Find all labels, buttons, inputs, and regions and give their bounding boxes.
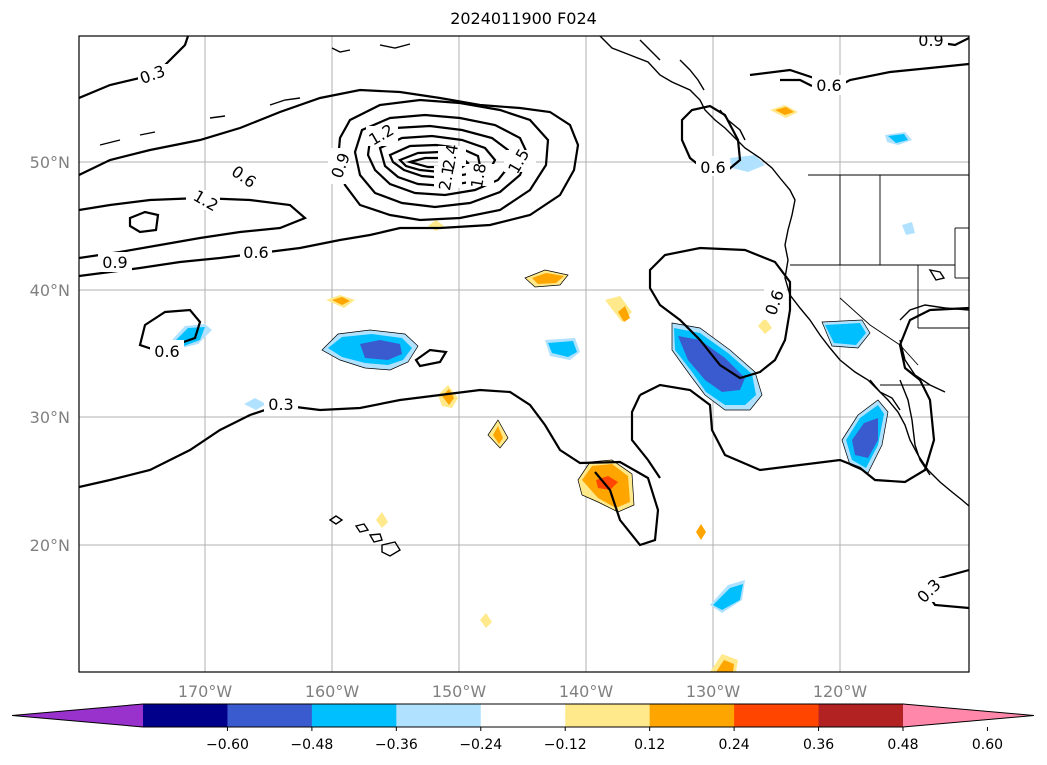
lon-label: 140°W (559, 682, 614, 701)
contour-label: 0.9 (102, 253, 127, 272)
anomaly-fills (172, 105, 915, 672)
lat-label: 30°N (30, 408, 70, 427)
contour-label: 0.6 (816, 76, 841, 95)
colorbar-outline (11, 703, 1035, 728)
colorbar-segment (480, 704, 566, 727)
anomaly-area-positive (758, 318, 772, 334)
anomaly-area-positive (696, 524, 706, 540)
colorbar-tick-label: −0.48 (290, 737, 333, 753)
anomaly-area-positive (428, 220, 444, 231)
anomaly-area-positive (493, 426, 503, 444)
anomaly-area-negative (713, 584, 743, 610)
contour-label: 0.6 (243, 243, 268, 262)
colorbar-tick-label: −0.36 (375, 737, 418, 753)
lat-label: 40°N (30, 281, 70, 300)
anomaly-area-negative (548, 341, 577, 357)
lat-label: 20°N (30, 536, 70, 555)
colorbar-tick-label: −0.24 (459, 737, 502, 753)
longitude-labels: 170°W 160°W 150°W 140°W 130°W 120°W (178, 682, 868, 701)
map-frame (78, 35, 970, 673)
lon-label: 120°W (813, 682, 868, 701)
anomaly-outlines (321, 269, 889, 513)
colorbar-tick-label: −0.60 (206, 737, 249, 753)
anomaly-area-negative (888, 134, 908, 143)
colorbar-segment (734, 704, 820, 727)
coastlines (99, 36, 969, 557)
colorbar-segment (396, 704, 482, 727)
anomaly-area-negative (902, 222, 915, 235)
latitude-labels: 50°N 40°N 30°N 20°N (30, 153, 70, 555)
anomaly-area-negative (360, 340, 402, 360)
anomaly-area-negative (244, 398, 266, 410)
lon-label: 170°W (178, 682, 233, 701)
anomaly-area-negative (825, 323, 866, 345)
colorbar-segment (565, 704, 651, 727)
contour-label: 2.4 (439, 143, 462, 171)
colorbar-segment (649, 704, 735, 727)
lon-label: 160°W (305, 682, 360, 701)
map-plot-area: 0.3 0.6 0.9 1.2 0.6 0.9 1.2 1.5 1.8 2.1 … (79, 31, 969, 672)
anomaly-area-positive (716, 660, 734, 672)
anomaly-area-negative (730, 155, 765, 172)
anomaly-area-positive (775, 107, 794, 115)
borders (790, 174, 969, 386)
colorbar-tick-label: 0.48 (887, 737, 918, 753)
anomaly-area-negative (678, 336, 745, 392)
anomaly-area-positive (532, 273, 564, 284)
map-title: 2024011900 F024 (450, 9, 597, 28)
colorbar-extend-low (12, 704, 143, 727)
contour-labels: 0.3 0.6 0.9 1.2 0.6 0.9 1.2 1.5 1.8 2.1 … (98, 31, 948, 607)
contour-label: 0.6 (154, 342, 179, 361)
colorbar-segment (311, 704, 397, 727)
colorbar-tick-label: 0.36 (803, 737, 834, 753)
anomaly-area-positive (332, 297, 350, 305)
anomaly-area-positive (618, 306, 630, 322)
colorbar: −0.60 −0.48 −0.36 −0.24 −0.12 0.12 0.24 0.36 0.4… (11, 703, 1035, 753)
colorbar-extend-high (903, 704, 1034, 727)
colorbar-tick-label: 0.24 (719, 737, 750, 753)
contour-label: 0.6 (700, 158, 725, 177)
anomaly-area-positive (376, 512, 388, 528)
colorbar-tick-label: −0.12 (544, 737, 587, 753)
contour-label: 0.3 (268, 395, 293, 414)
anomaly-area-negative (852, 418, 878, 458)
colorbar-tick-label: 0.60 (972, 737, 1003, 753)
contour-label: 0.9 (918, 31, 943, 50)
colorbar-tick-label: 0.12 (634, 737, 665, 753)
colorbar-segment (818, 704, 904, 727)
lon-label: 130°W (686, 682, 741, 701)
anomaly-area-positive (480, 613, 492, 628)
colorbar-segment (227, 704, 313, 727)
contour-label: 2.1 (435, 164, 458, 192)
contour-label: 1.8 (467, 162, 490, 190)
lon-label: 150°W (432, 682, 487, 701)
colorbar-segment (143, 704, 228, 727)
lat-label: 50°N (30, 153, 70, 172)
